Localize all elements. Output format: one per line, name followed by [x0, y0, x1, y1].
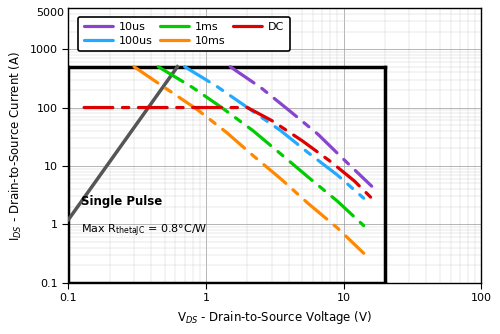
DC: [81, 106, 87, 110]
10ms: [194, 107, 200, 111]
10ms: [334, 226, 340, 230]
10ms: [360, 251, 366, 255]
1ms: [190, 86, 196, 90]
DC: [162, 106, 168, 110]
10ms: [223, 130, 229, 134]
Text: Single Pulse: Single Pulse: [81, 195, 162, 208]
Line: 1ms: 1ms: [158, 67, 364, 225]
DC: [327, 159, 333, 163]
Line: 100us: 100us: [184, 67, 364, 198]
10ms: [250, 154, 256, 158]
DC: [131, 106, 137, 110]
DC: [368, 196, 374, 200]
10ms: [305, 201, 311, 205]
100us: [214, 85, 220, 89]
10us: [286, 108, 292, 112]
1ms: [360, 223, 366, 227]
1ms: [278, 152, 284, 156]
DC: [299, 139, 305, 143]
DC: [352, 179, 358, 183]
Line: 10us: 10us: [230, 67, 372, 186]
10ms: [131, 65, 137, 69]
Line: DC: DC: [84, 108, 372, 198]
10us: [258, 86, 264, 90]
10ms: [278, 177, 284, 181]
DC: [203, 106, 209, 110]
10ms: [162, 86, 168, 90]
100us: [182, 65, 188, 69]
100us: [244, 106, 250, 110]
Line: 10ms: 10ms: [134, 67, 364, 253]
Text: Max R$_{{\mathrm{{thetaJC}}}}$ = 0.8°C/W: Max R$_{{\mathrm{{thetaJC}}}}$ = 0.8°C/W: [81, 222, 208, 239]
X-axis label: V$_{DS}$ - Drain-to-Source Voltage (V): V$_{DS}$ - Drain-to-Source Voltage (V): [177, 309, 372, 326]
100us: [360, 196, 366, 200]
1ms: [334, 199, 340, 203]
100us: [305, 150, 311, 154]
10us: [315, 132, 321, 136]
100us: [334, 173, 340, 177]
1ms: [156, 65, 162, 69]
100us: [278, 129, 284, 133]
Legend: 10us, 100us, 1ms, 10ms, DC: 10us, 100us, 1ms, 10ms, DC: [78, 17, 290, 51]
Y-axis label: I$_{DS}$ - Drain-to-Source Current (A): I$_{DS}$ - Drain-to-Source Current (A): [8, 50, 24, 240]
1ms: [218, 106, 224, 110]
10us: [227, 65, 233, 69]
1ms: [250, 129, 256, 133]
DC: [268, 119, 274, 123]
1ms: [305, 175, 311, 179]
DC: [244, 106, 250, 110]
10us: [340, 157, 346, 161]
10us: [368, 184, 374, 188]
Text: 5000: 5000: [36, 8, 64, 18]
